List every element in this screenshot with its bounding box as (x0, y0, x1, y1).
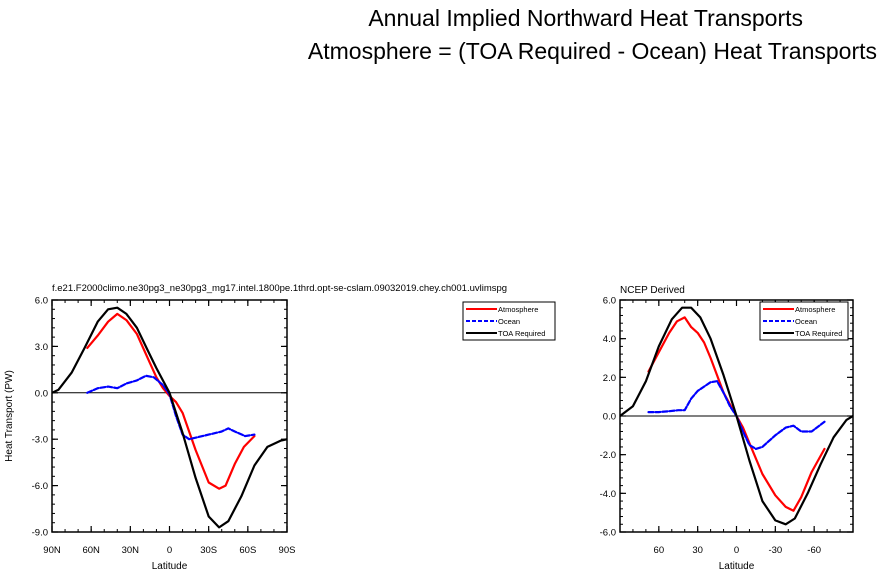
right-chart-title: NCEP Derived (620, 285, 685, 296)
left-x-tick-label: 0 (167, 545, 172, 556)
left-x-axis-label: Latitude (152, 561, 188, 572)
left-series-toa-required (52, 306, 287, 529)
right-series-toa-required (620, 306, 853, 526)
left-y-axis-label: Heat Transport (PW) (4, 370, 15, 462)
left-y-tick-label: 3.0 (35, 342, 48, 353)
right-y-tick-label: -2.0 (600, 450, 616, 461)
figure-title-line-2: Atmosphere = (TOA Required - Ocean) Heat… (307, 38, 877, 64)
left-x-tick-label: 30N (122, 545, 140, 556)
right-y-tick-label: 4.0 (603, 334, 616, 345)
right-x-tick-label: -30 (768, 545, 782, 556)
right-legend-label-toa-required: TOA Required (795, 329, 842, 338)
right-plot-frame (619, 299, 854, 533)
left-legend-label-ocean: Ocean (498, 317, 520, 326)
right-y-tick-label: 2.0 (603, 373, 616, 384)
right-x-tick-label: 60 (654, 545, 665, 556)
left-x-tick-label: 90N (43, 545, 61, 556)
figure-title-line-1: Annual Implied Northward Heat Transports (368, 5, 803, 31)
right-chart: NCEP Derived -6.0 -4.0 -2.0 0.0 2.0 4.0 6.0 60 30… (600, 285, 854, 572)
right-x-axis-label: Latitude (719, 561, 755, 572)
left-legend-label-toa-required: TOA Required (498, 329, 545, 338)
left-plot-frame (51, 299, 288, 533)
right-series-ocean (647, 380, 826, 450)
left-x-tick-label: 60N (82, 545, 100, 556)
left-legend: Atmosphere Ocean TOA Required (462, 301, 556, 341)
left-y-tick-label: 6.0 (35, 296, 48, 307)
right-x-tick-label: -60 (807, 545, 821, 556)
right-y-tick-label: 0.0 (603, 412, 616, 423)
left-y-tick-label: -6.0 (32, 481, 48, 492)
right-legend-label-ocean: Ocean (795, 317, 817, 326)
left-y-tick-label: 0.0 (35, 388, 48, 399)
left-chart: f.e21.F2000climo.ne30pg3_ne30pg3_mg17.in… (4, 283, 556, 572)
left-x-tick-label: 30S (200, 545, 217, 556)
left-series-ocean (86, 374, 256, 441)
right-x-tick-label: 30 (692, 545, 703, 556)
right-legend: Atmosphere Ocean TOA Required (759, 301, 849, 341)
left-chart-title: f.e21.F2000climo.ne30pg3_ne30pg3_mg17.in… (52, 283, 507, 294)
right-y-tick-label: -4.0 (600, 489, 616, 500)
left-x-tick-label: 90S (279, 545, 296, 556)
left-x-tick-label: 60S (239, 545, 256, 556)
left-legend-label-atmosphere: Atmosphere (498, 305, 538, 314)
right-x-tick-label: 0 (734, 545, 739, 556)
left-y-tick-label: -9.0 (32, 528, 48, 539)
right-legend-label-atmosphere: Atmosphere (795, 305, 835, 314)
right-y-tick-label: -6.0 (600, 528, 616, 539)
right-y-tick-label: 6.0 (603, 296, 616, 307)
left-y-tick-label: -3.0 (32, 435, 48, 446)
